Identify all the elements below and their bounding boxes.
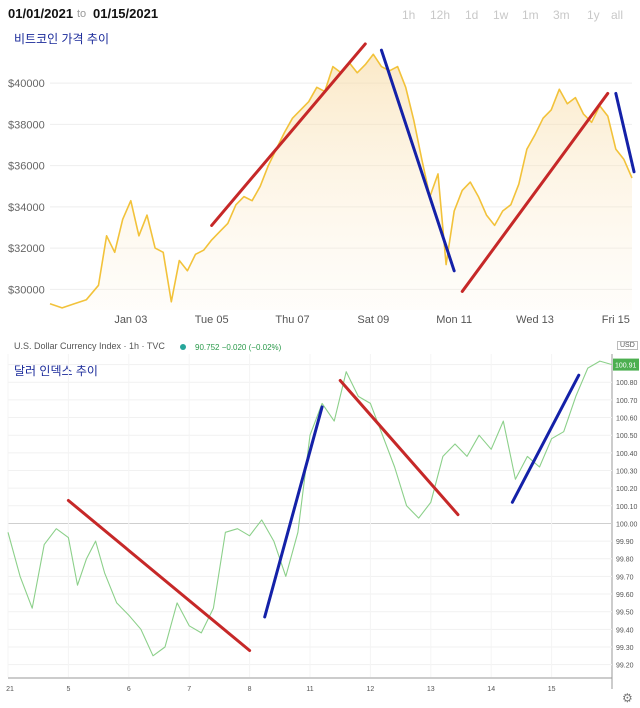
zoom-1y[interactable]: 1y <box>587 8 600 22</box>
y-tick-label: 99.30 <box>616 645 634 652</box>
bitcoin-price-chart: $30000 $32000 $34000 $36000 $38000 $40000 Jan … <box>8 42 636 326</box>
dollar-index-chart: 99.20 99.30 99.40 99.50 99.60 99.70 99.80 99.90… <box>6 354 639 693</box>
dollar-chart-title: 달러 인덱스 추이 <box>14 364 98 378</box>
y-tick-label: 100.40 <box>616 451 638 458</box>
trendline <box>460 91 610 293</box>
y-tick-label: 99.80 <box>616 557 634 564</box>
date-to-separator: to <box>77 8 87 20</box>
y-tick-label: 100.30 <box>616 468 638 475</box>
y-tick-label: $40000 <box>8 78 45 90</box>
trendline <box>66 498 252 653</box>
zoom-1w[interactable]: 1w <box>493 8 509 22</box>
y-tick-label: 99.40 <box>616 627 634 634</box>
x-tick-label: 11 <box>306 686 313 693</box>
zoom-all[interactable]: all <box>611 8 624 22</box>
bitcoin-chart-panel: 01/01/2021 to 01/15/2021 1h 12h 1d 1w 1m… <box>0 0 640 332</box>
x-tick-label: 6 <box>127 686 131 693</box>
y-tick-label: 100.70 <box>616 398 638 405</box>
gear-icon[interactable]: ⚙ <box>622 691 633 705</box>
trendline <box>263 405 324 619</box>
trendline <box>510 373 581 504</box>
zoom-1h[interactable]: 1h <box>402 8 416 22</box>
trendline <box>614 91 636 174</box>
x-tick-label: Fri 15 <box>602 314 630 326</box>
x-tick-label: Jan 03 <box>114 314 147 326</box>
y-tick-label: 99.50 <box>616 610 634 617</box>
x-tick-label: Mon 11 <box>436 314 472 326</box>
index-line <box>7 360 613 657</box>
zoom-3m[interactable]: 3m <box>553 8 570 22</box>
y-tick-label: 99.20 <box>616 663 634 670</box>
bitcoin-chart-title: 비트코인 가격 추이 <box>14 32 109 46</box>
dollar-chart-header-values: 90.752 −0.020 (−0.02%) <box>195 343 282 352</box>
x-tick-label: 21 <box>6 686 14 693</box>
x-tick-label: 12 <box>367 686 375 693</box>
y-tick-label: 100.50 <box>616 433 638 440</box>
x-tick-label: 13 <box>427 686 435 693</box>
y-tick-label: 100.00 <box>616 521 638 528</box>
y-tick-label: 100.60 <box>616 416 638 423</box>
currency-badge[interactable]: USD <box>617 341 638 350</box>
price-area <box>50 54 632 310</box>
x-tick-label: Wed 13 <box>516 314 554 326</box>
dollar-chart-header: U.S. Dollar Currency Index · 1h · TVC <box>14 341 165 351</box>
y-tick-label: $30000 <box>8 284 45 296</box>
x-tick-label: 8 <box>248 686 252 693</box>
trendline <box>210 42 367 227</box>
zoom-1m[interactable]: 1m <box>522 8 539 22</box>
y-tick-label: 100.10 <box>616 504 638 511</box>
dollar-index-chart-panel: U.S. Dollar Currency Index · 1h · TVC 90… <box>0 332 640 708</box>
y-tick-label: 99.70 <box>616 574 634 581</box>
y-tick-label: 100.20 <box>616 486 638 493</box>
last-value-badge <box>613 358 639 371</box>
x-tick-label: 15 <box>548 686 556 693</box>
x-tick-label: Tue 05 <box>195 314 229 326</box>
trendline <box>379 48 456 273</box>
date-from[interactable]: 01/01/2021 <box>8 6 74 21</box>
trendline <box>338 378 460 517</box>
y-tick-label: 99.60 <box>616 592 634 599</box>
last-value-label: 100.91 <box>615 363 637 370</box>
y-tick-label: $38000 <box>8 119 45 131</box>
zoom-1d[interactable]: 1d <box>465 8 479 22</box>
x-tick-label: Thu 07 <box>275 314 309 326</box>
zoom-12h[interactable]: 12h <box>430 8 451 22</box>
x-tick-label: 7 <box>187 686 191 693</box>
y-tick-label: $32000 <box>8 243 45 255</box>
x-tick-label: 5 <box>66 686 70 693</box>
y-tick-label: 100.80 <box>616 380 638 387</box>
x-tick-label: Sat 09 <box>357 314 389 326</box>
y-tick-label: $34000 <box>8 202 45 214</box>
y-tick-label: 99.90 <box>616 539 634 546</box>
live-dot-icon <box>180 344 186 350</box>
x-tick-label: 14 <box>487 686 495 693</box>
date-to[interactable]: 01/15/2021 <box>93 6 159 21</box>
y-tick-label: $36000 <box>8 161 45 173</box>
